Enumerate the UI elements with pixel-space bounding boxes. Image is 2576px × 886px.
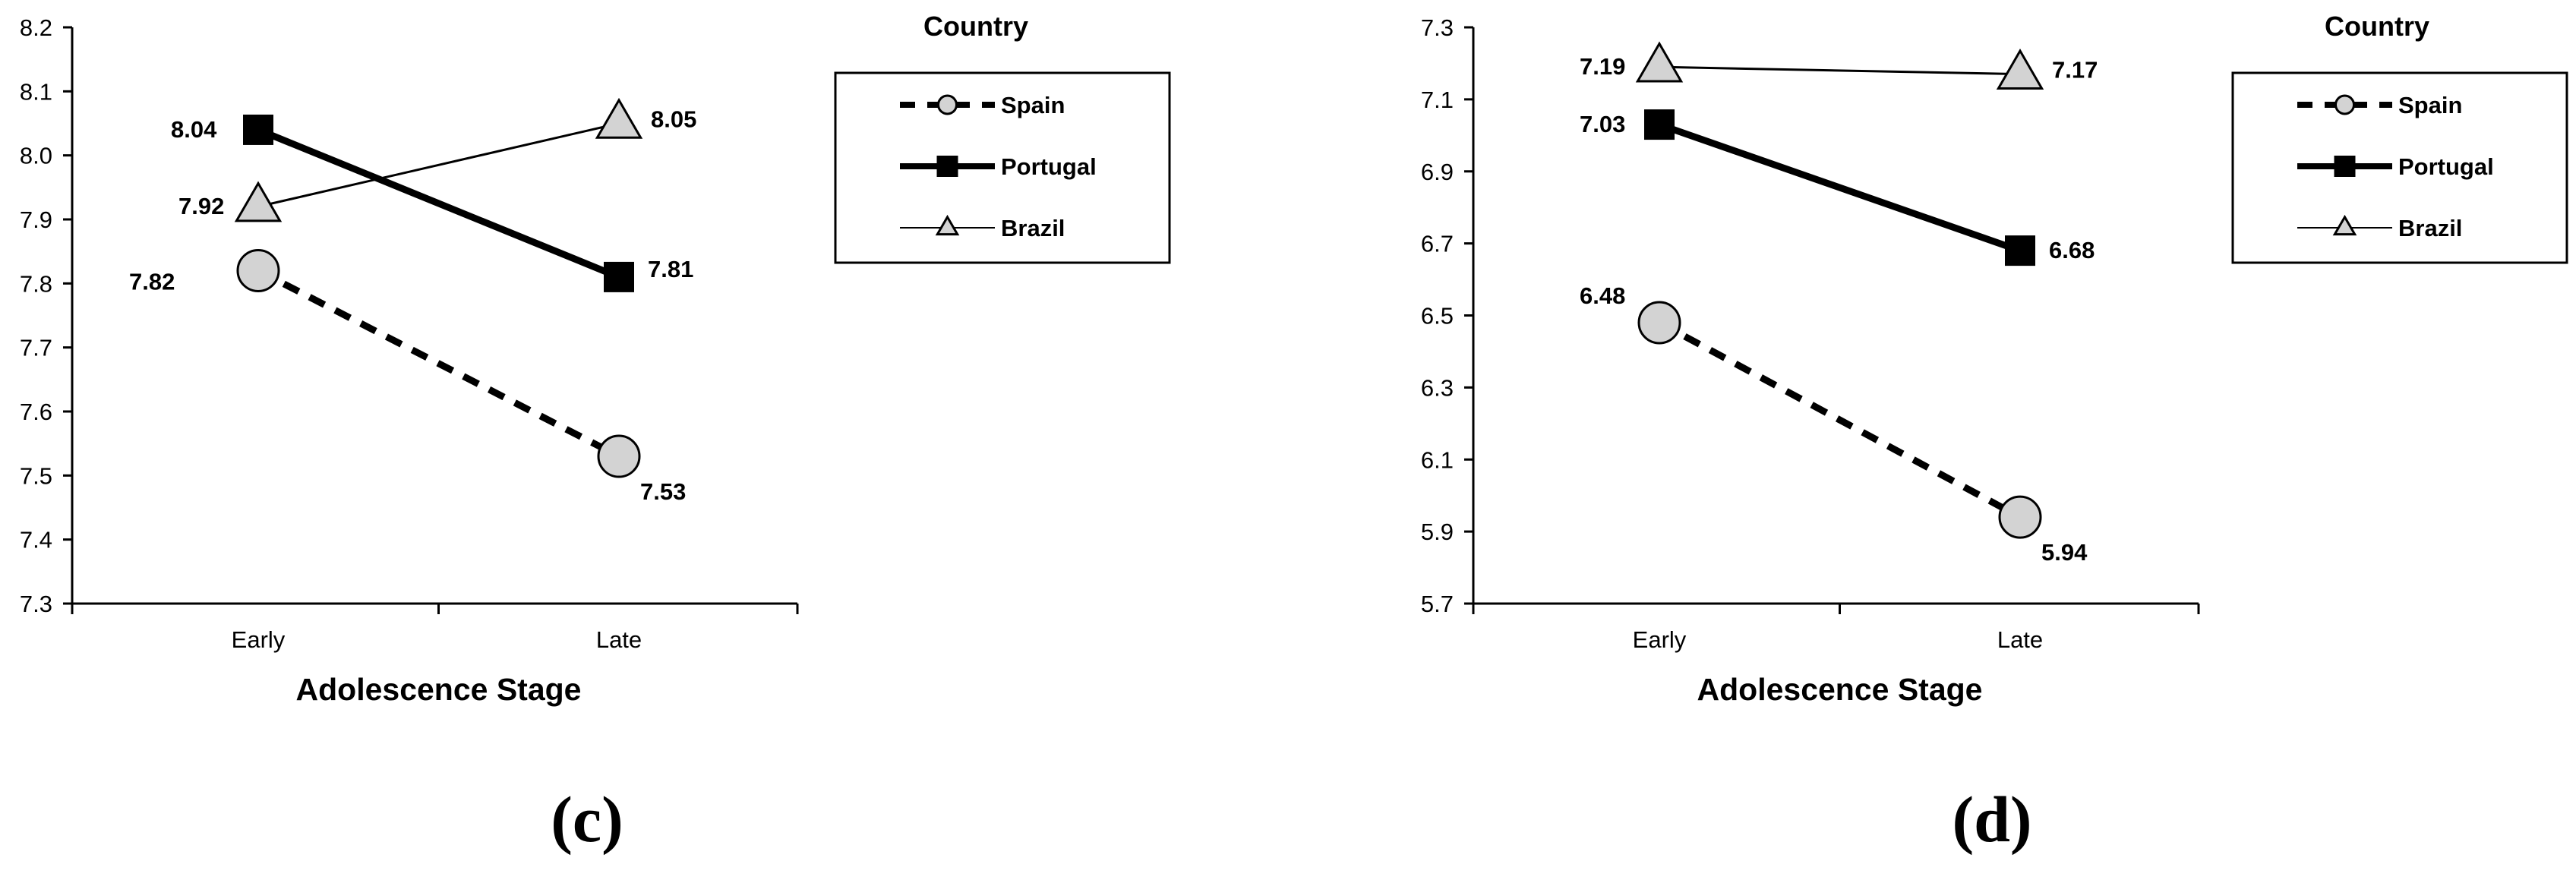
y-tick-label: 5.9 — [1421, 519, 1454, 545]
data-point-marker — [1998, 495, 2042, 539]
data-point-marker — [604, 261, 634, 292]
y-tick-label: 6.9 — [1421, 159, 1454, 185]
data-point-marker — [243, 114, 273, 145]
legend-label-brazil: Brazil — [1001, 215, 1065, 241]
data-label: 7.53 — [640, 478, 686, 505]
y-tick-label: 7.8 — [20, 270, 52, 297]
series-line — [1657, 320, 2022, 521]
legend-marker — [937, 94, 958, 115]
legend-label-portugal: Portugal — [2398, 153, 2494, 180]
series-spain: 6.48 5.94 — [1580, 282, 2088, 566]
y-tick-label: 6.1 — [1421, 446, 1454, 473]
legend-label-spain: Spain — [1001, 92, 1065, 118]
x-tick-label: Early — [232, 626, 286, 653]
legend-marker — [2334, 156, 2356, 177]
x-tick-label: Late — [596, 626, 642, 653]
legend: Country Spain Portugal Brazil — [834, 11, 1171, 264]
y-tick-label: 6.7 — [1421, 231, 1454, 257]
y-tick-label: 8.0 — [20, 143, 52, 169]
legend-title: Country — [2325, 11, 2429, 42]
y-tick-label: 7.3 — [1421, 14, 1454, 41]
legend-title: Country — [923, 11, 1028, 42]
y-tick-label: 7.5 — [20, 462, 52, 489]
data-label: 7.92 — [178, 193, 224, 219]
data-point-marker — [1635, 41, 1684, 83]
legend-box — [834, 71, 1171, 264]
x-axis-title: Adolescence Stage — [1697, 672, 1983, 707]
y-tick-label: 7.7 — [20, 335, 52, 361]
y-tick-label: 8.2 — [20, 14, 52, 41]
y-tick-label: 7.1 — [1421, 87, 1454, 113]
y-tick-label: 6.3 — [1421, 374, 1454, 401]
data-label: 7.81 — [648, 256, 693, 282]
legend-label-brazil: Brazil — [2398, 215, 2462, 241]
series-line — [1658, 121, 2022, 254]
series-brazil: 7.19 7.17 — [1580, 41, 2098, 90]
y-tick-label: 7.3 — [20, 591, 52, 617]
data-point-marker — [234, 181, 283, 222]
y-tick-label: 7.9 — [20, 207, 52, 233]
y-tick-label: 7.4 — [20, 527, 52, 553]
series-portugal: 8.04 7.81 — [171, 114, 693, 292]
y-tick-label: 8.1 — [20, 78, 52, 105]
data-label: 7.17 — [2052, 57, 2098, 84]
data-point-marker — [1644, 109, 1675, 140]
x-tick-label: Late — [1997, 626, 2043, 653]
legend-label-spain: Spain — [2398, 92, 2462, 118]
y-tick-label: 7.6 — [20, 399, 52, 425]
series-line — [256, 267, 621, 460]
series-portugal: 7.03 6.68 — [1580, 109, 2095, 266]
data-label: 5.94 — [2041, 539, 2088, 566]
y-tick-label: 5.7 — [1421, 591, 1454, 617]
series-line — [257, 126, 620, 281]
data-label: 7.19 — [1580, 53, 1625, 80]
data-point-marker — [236, 248, 280, 292]
legend-marker — [2334, 94, 2355, 115]
legend-marker — [936, 156, 958, 177]
data-point-marker — [1637, 301, 1681, 345]
data-label: 8.05 — [651, 106, 696, 133]
data-label: 6.48 — [1580, 282, 1625, 309]
legend-box — [2231, 71, 2568, 264]
legend-marker — [935, 214, 960, 236]
x-axis-title: Adolescence Stage — [296, 672, 582, 707]
legend-marker — [2332, 214, 2357, 236]
x-tick-label: Early — [1633, 626, 1687, 653]
series-line — [1659, 65, 2021, 76]
series-brazil: 7.92 8.05 — [178, 97, 696, 222]
panel-label: (d) — [1952, 783, 2031, 856]
series-line — [257, 122, 620, 208]
data-label: 7.82 — [129, 268, 175, 295]
data-point-marker — [2005, 235, 2035, 266]
data-point-marker — [1996, 49, 2044, 90]
series-spain: 7.82 7.53 — [129, 248, 686, 505]
panel-label: (c) — [551, 783, 623, 856]
chart-panel: 7.3 7.4 7.5 7.6 7.7 7.8 7.9 8.0 8.1 8.2 Early Late A… — [20, 11, 1171, 856]
data-label: 6.68 — [2049, 237, 2095, 263]
data-point-marker — [597, 434, 641, 478]
y-tick-label: 6.5 — [1421, 303, 1454, 329]
data-label: 7.03 — [1580, 111, 1625, 137]
data-label: 8.04 — [171, 116, 217, 143]
legend-label-portugal: Portugal — [1001, 153, 1097, 180]
data-point-marker — [595, 97, 643, 139]
chart-panel: 5.7 5.9 6.1 6.3 6.5 6.7 6.9 7.1 7.3 Early Late Adol… — [1421, 11, 2568, 856]
legend: Country Spain Portugal Brazil — [2231, 11, 2568, 264]
